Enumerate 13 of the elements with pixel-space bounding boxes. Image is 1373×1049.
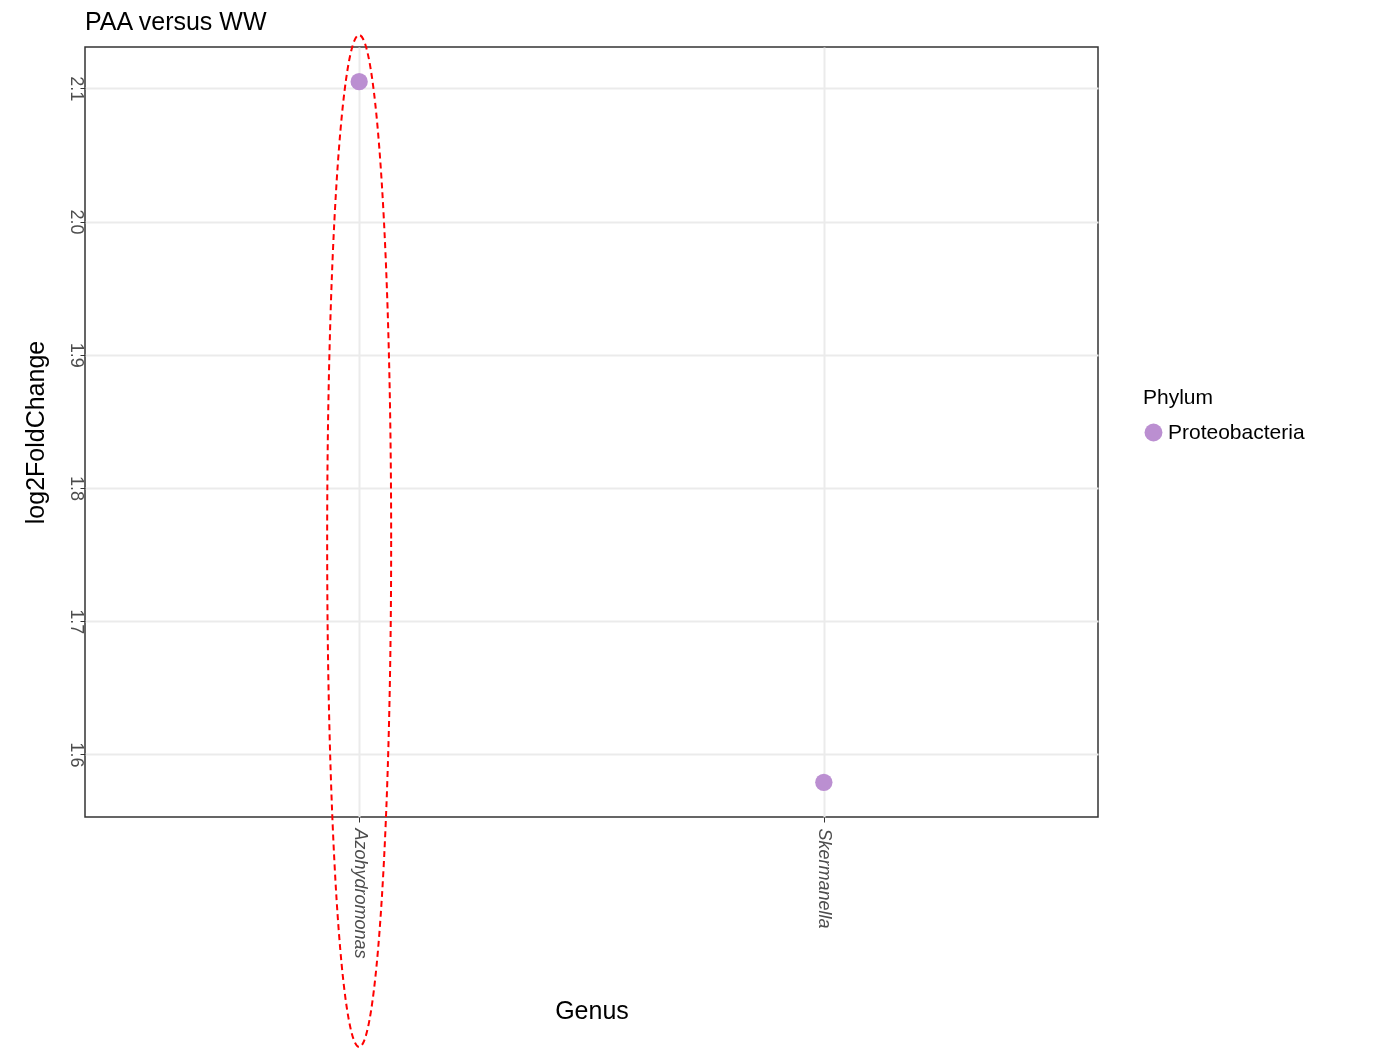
x-tick-label: Azohydromonas: [350, 827, 371, 959]
y-axis-title: log2FoldChange: [20, 340, 49, 525]
y-tick-label: 2.0: [66, 209, 87, 235]
y-tick-label: 1.8: [66, 475, 87, 501]
y-tick-label: 1.9: [66, 342, 87, 368]
legend-label: Proteobacteria: [1168, 419, 1305, 443]
x-tick-label: Skermanella: [815, 828, 836, 929]
y-tick-label: 1.7: [66, 609, 87, 635]
x-axis-title: Genus: [555, 995, 629, 1024]
legend-title: Phylum: [1143, 385, 1214, 408]
y-tick-label: 1.6: [66, 742, 87, 768]
y-tick-label: 2.1: [66, 76, 87, 102]
chart-title: PAA versus WW: [85, 7, 267, 35]
